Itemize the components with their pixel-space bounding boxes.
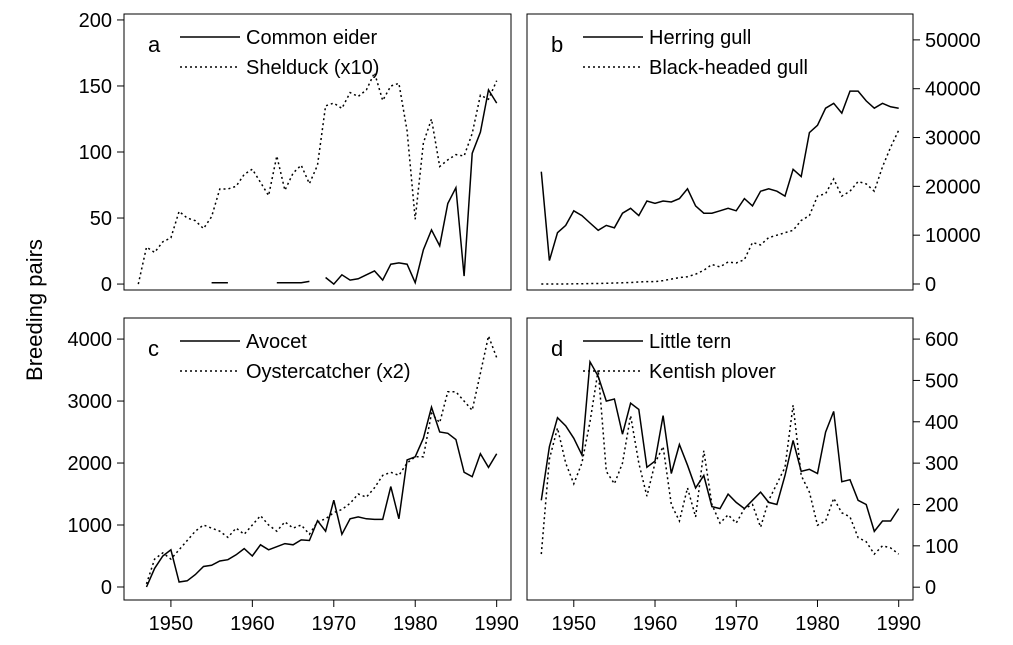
legend-label: Kentish plover [649, 361, 776, 383]
y-tick-label: 150 [79, 76, 112, 98]
panel-label: b [551, 32, 563, 57]
y-tick-label: 500 [925, 370, 958, 392]
data-line [145, 333, 498, 585]
y-tick-label: 50 [90, 208, 112, 230]
y-tick-label: 600 [925, 329, 958, 351]
y-tick-label: 0 [925, 577, 936, 599]
y-tick-label: 50000 [925, 30, 981, 52]
y-tick-label: 200 [79, 10, 112, 32]
y-tick-label: 10000 [925, 225, 981, 247]
y-tick-label: 2000 [68, 453, 113, 475]
plot-frame [123, 13, 512, 291]
data-line [540, 359, 900, 533]
x-tick-label: 1960 [633, 613, 678, 635]
legend-label: Herring gull [649, 27, 751, 49]
data-line [145, 404, 498, 588]
y-tick-label: 1000 [68, 515, 113, 537]
panel-label: d [551, 336, 563, 361]
plot-frame [526, 13, 914, 291]
y-tick-label: 30000 [925, 128, 981, 150]
data-line [137, 70, 498, 285]
x-tick-label: 1990 [876, 613, 921, 635]
x-tick-label: 1960 [230, 613, 275, 635]
legend-label: Avocet [246, 331, 307, 353]
legend-label: Little tern [649, 331, 731, 353]
plot-frame [526, 317, 914, 601]
x-tick-label: 1980 [795, 613, 840, 635]
x-tick-label: 1950 [149, 613, 194, 635]
y-tick-label: 4000 [68, 329, 113, 351]
y-tick-label: 40000 [925, 79, 981, 101]
y-tick-label: 100 [79, 142, 112, 164]
x-tick-label: 1980 [393, 613, 438, 635]
y-tick-label: 0 [101, 577, 112, 599]
y-tick-label: 0 [925, 274, 936, 296]
x-tick-label: 1950 [552, 613, 597, 635]
y-tick-label: 400 [925, 412, 958, 434]
data-line [541, 129, 900, 285]
x-tick-label: 1990 [474, 613, 519, 635]
y-axis-label: Breeding pairs [22, 239, 47, 381]
data-line [540, 369, 900, 556]
panel-label: a [148, 32, 161, 57]
x-tick-label: 1970 [714, 613, 759, 635]
y-tick-label: 300 [925, 453, 958, 475]
data-line [540, 90, 899, 261]
y-tick-label: 100 [925, 536, 958, 558]
y-tick-label: 3000 [68, 391, 113, 413]
y-tick-label: 20000 [925, 176, 981, 198]
legend-label: Common eider [246, 27, 378, 49]
plot-frame [123, 317, 512, 601]
legend-label: Shelduck (x10) [246, 57, 379, 79]
legend-label: Oystercatcher (x2) [246, 361, 410, 383]
y-tick-label: 200 [925, 494, 958, 516]
data-line [211, 87, 498, 286]
legend-label: Black-headed gull [649, 57, 808, 79]
x-tick-label: 1970 [312, 613, 357, 635]
panel-label: c [148, 336, 159, 361]
y-tick-label: 0 [101, 274, 112, 296]
